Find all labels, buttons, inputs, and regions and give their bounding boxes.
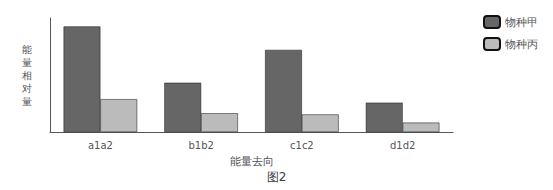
svg-text:b1b2: b1b2 — [188, 140, 213, 151]
svg-text:量: 量 — [22, 57, 32, 68]
svg-text:图2: 图2 — [267, 170, 287, 184]
svg-text:能量去向: 能量去向 — [230, 155, 274, 168]
svg-text:对: 对 — [22, 83, 32, 94]
svg-text:物种甲: 物种甲 — [505, 16, 538, 29]
svg-text:d1d2: d1d2 — [390, 140, 415, 151]
svg-text:c1c2: c1c2 — [290, 140, 314, 151]
svg-text:相: 相 — [22, 70, 32, 81]
svg-text:量: 量 — [22, 96, 32, 107]
svg-text:a1a2: a1a2 — [88, 140, 113, 151]
svg-text:物种丙: 物种丙 — [505, 38, 538, 51]
svg-text:能: 能 — [22, 44, 32, 55]
